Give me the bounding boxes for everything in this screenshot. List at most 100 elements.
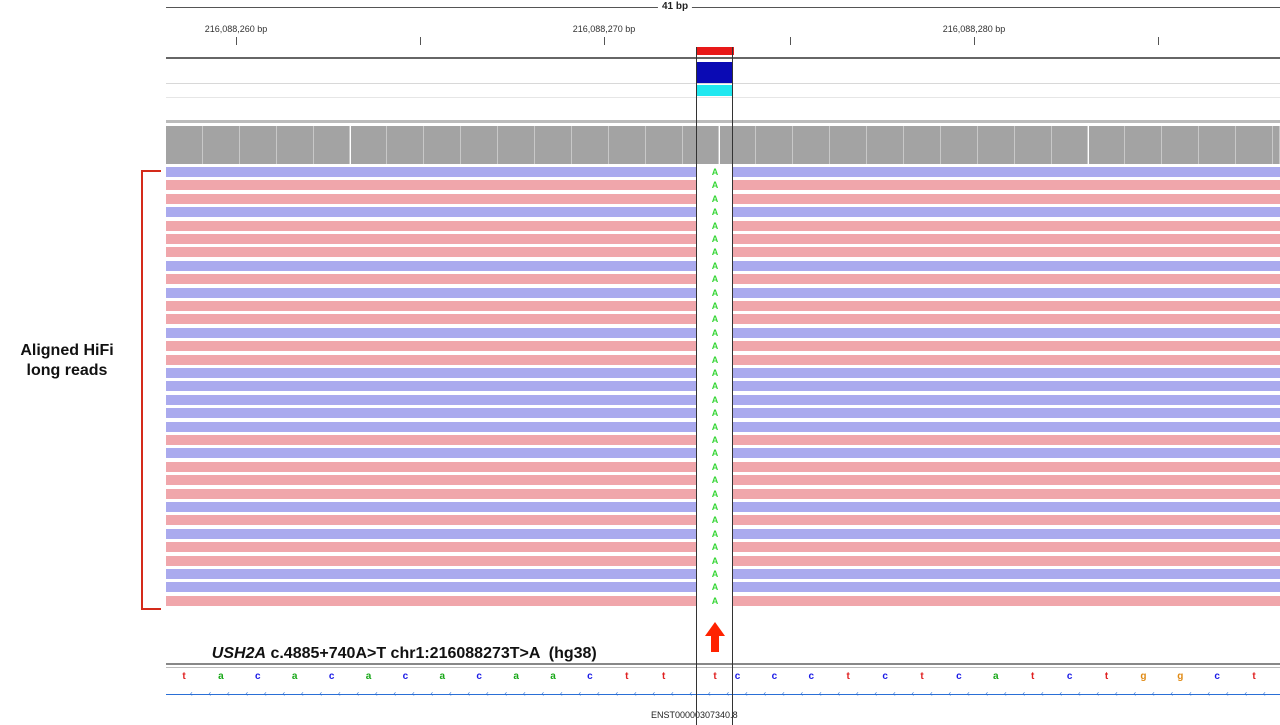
- aligned-read[interactable]: A: [166, 301, 1280, 311]
- coverage-bar[interactable]: [1236, 126, 1273, 164]
- region-of-interest-marker[interactable]: [697, 47, 734, 55]
- coverage-bar[interactable]: [387, 126, 425, 164]
- aligned-read[interactable]: A: [166, 381, 1280, 392]
- reference-base: c: [771, 671, 778, 682]
- coverage-bar[interactable]: [1199, 126, 1237, 164]
- aligned-read[interactable]: A: [166, 475, 1280, 486]
- coverage-bar[interactable]: [498, 126, 535, 164]
- strand-arrow-icon: ‹: [782, 689, 785, 698]
- coverage-bar[interactable]: [424, 126, 462, 164]
- aligned-read[interactable]: A: [166, 528, 1280, 539]
- aligned-read[interactable]: A: [166, 287, 1280, 298]
- coverage-bar[interactable]: [977, 126, 1015, 164]
- coverage-bar[interactable]: [793, 126, 831, 164]
- coverage-bar[interactable]: [940, 126, 978, 164]
- coverage-bar[interactable]: [202, 126, 240, 164]
- coverage-bar[interactable]: [608, 126, 646, 164]
- aligned-read[interactable]: A: [166, 595, 1280, 606]
- aligned-read[interactable]: A: [166, 394, 1280, 405]
- coverage-bar[interactable]: [682, 126, 720, 164]
- genomic-ruler[interactable]: 41 bp 216,088,260 bp 216,088,270 bp 216,…: [166, 0, 1280, 46]
- coverage-bar[interactable]: [276, 126, 314, 164]
- strand-arrow-icon: ‹: [819, 689, 822, 698]
- strand-arrow-icon: ‹: [504, 689, 508, 698]
- coverage-bar[interactable]: [571, 126, 609, 164]
- aligned-read[interactable]: A: [166, 555, 1280, 566]
- coverage-bar[interactable]: [535, 126, 572, 164]
- read-variant-cell: [697, 555, 733, 566]
- ruler-tick: [420, 37, 421, 45]
- aligned-read[interactable]: A: [166, 260, 1280, 271]
- strand-arrow-icon: ‹: [486, 689, 489, 698]
- gene-track-line[interactable]: [166, 694, 1280, 695]
- aligned-read[interactable]: A: [166, 582, 1280, 593]
- coverage-bar[interactable]: [830, 126, 868, 164]
- strand-arrow-icon: ‹: [893, 689, 896, 698]
- transcript-label[interactable]: ENST00000307340.8: [651, 710, 738, 720]
- aligned-read[interactable]: A: [166, 314, 1280, 325]
- aligned-read[interactable]: A: [166, 180, 1280, 191]
- aligned-read[interactable]: A: [166, 220, 1280, 231]
- strand-arrow-icon: ‹: [319, 689, 323, 698]
- aligned-read[interactable]: A: [166, 193, 1280, 204]
- coverage-bar[interactable]: [1125, 126, 1163, 164]
- coverage-bar[interactable]: [1014, 126, 1052, 164]
- aligned-read[interactable]: A: [166, 569, 1280, 579]
- track-separator: [166, 667, 1280, 668]
- strand-arrow-icon: ‹: [1115, 689, 1118, 698]
- strand-arrow-icon: ‹: [560, 689, 563, 698]
- coverage-bar[interactable]: [1088, 126, 1126, 164]
- read-variant-cell: [697, 301, 733, 311]
- aligned-read[interactable]: A: [166, 421, 1280, 432]
- variant-call-dark[interactable]: [697, 62, 733, 83]
- aligned-read[interactable]: A: [166, 435, 1280, 445]
- read-variant-cell: [697, 368, 733, 378]
- coverage-bar[interactable]: [645, 126, 683, 164]
- reference-base: a: [993, 671, 999, 682]
- strand-arrow-icon: ‹: [1004, 689, 1007, 698]
- aligned-read[interactable]: A: [166, 234, 1280, 244]
- strand-arrow-icon: ‹: [541, 689, 545, 698]
- reference-base: t: [713, 671, 717, 682]
- coverage-bar[interactable]: [239, 126, 277, 164]
- aligned-read[interactable]: A: [166, 461, 1280, 472]
- aligned-read[interactable]: A: [166, 274, 1280, 285]
- strand-arrow-icon: ‹: [967, 689, 970, 698]
- aligned-read[interactable]: A: [166, 207, 1280, 218]
- aligned-read[interactable]: A: [166, 354, 1280, 365]
- coverage-bar[interactable]: [867, 126, 904, 164]
- coverage-bar[interactable]: [313, 126, 351, 164]
- read-variant-cell: [697, 448, 733, 459]
- aligned-read[interactable]: A: [166, 502, 1280, 512]
- coverage-bar[interactable]: [719, 126, 757, 164]
- aligned-read[interactable]: A: [166, 542, 1280, 553]
- coverage-bar[interactable]: [1162, 126, 1200, 164]
- aligned-read[interactable]: A: [166, 327, 1280, 338]
- coverage-bar[interactable]: [904, 126, 941, 164]
- aligned-read[interactable]: A: [166, 368, 1280, 378]
- coverage-bar[interactable]: [350, 126, 388, 164]
- aligned-read[interactable]: A: [166, 448, 1280, 459]
- reference-base: a: [439, 671, 446, 682]
- coverage-bar[interactable]: [756, 126, 794, 164]
- aligned-read[interactable]: A: [166, 167, 1280, 177]
- read-variant-cell: [697, 167, 733, 177]
- aligned-read[interactable]: A: [166, 247, 1280, 258]
- read-allele-letter: A: [711, 488, 719, 499]
- coverage-bar[interactable]: [461, 126, 499, 164]
- coverage-bar[interactable]: [166, 126, 203, 164]
- aligned-read[interactable]: A: [166, 488, 1280, 499]
- variant-annotation: USH2A c.4885+740A>T chr1:216088273T>A (h…: [194, 627, 597, 681]
- read-variant-cell: [697, 582, 733, 593]
- aligned-read[interactable]: A: [166, 408, 1280, 419]
- variant-call-light[interactable]: [697, 85, 733, 96]
- aligned-read[interactable]: A: [166, 515, 1280, 526]
- coverage-bar[interactable]: [1051, 126, 1089, 164]
- reference-base: a: [218, 671, 224, 682]
- strand-arrow-icon: ‹: [708, 689, 711, 698]
- read-allele-letter: A: [711, 582, 719, 593]
- aligned-read[interactable]: A: [166, 341, 1280, 352]
- coverage-track[interactable]: [0, 0, 1280, 170]
